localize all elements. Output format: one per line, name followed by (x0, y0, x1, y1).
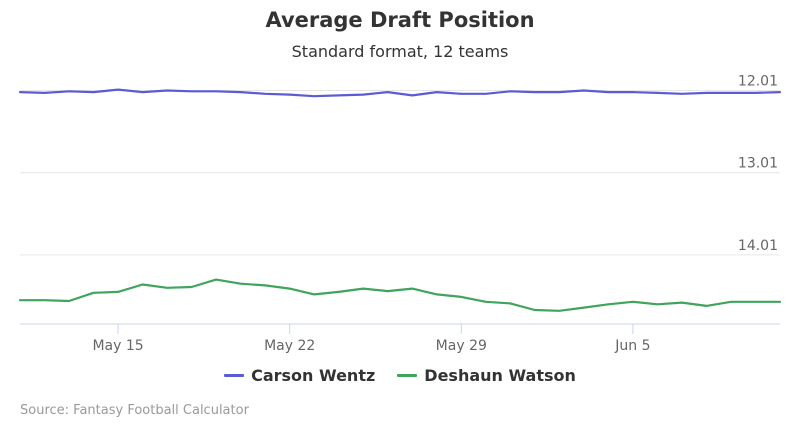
x-tick-label: Jun 5 (614, 338, 650, 354)
legend-swatch-carson-wentz (224, 374, 245, 377)
legend-item-deshaun-watson[interactable]: Deshaun Watson (397, 366, 576, 385)
chart-subtitle: Standard format, 12 teams (291, 42, 509, 61)
x-tick-label: May 22 (264, 338, 315, 354)
chart-title: Average Draft Position (265, 8, 535, 32)
series-line-carson-wentz (18, 88, 782, 98)
y-tick-label: 13.01 (738, 156, 778, 172)
legend-label-carson-wentz: Carson Wentz (251, 366, 376, 385)
chart-credits: Source: Fantasy Football Calculator (20, 403, 249, 418)
y-tick-label: 12.01 (738, 73, 778, 89)
y-tick-label: 14.01 (738, 238, 778, 254)
series-line-deshaun-watson (18, 278, 782, 312)
legend-label-deshaun-watson: Deshaun Watson (424, 366, 576, 385)
chart-legend: Carson Wentz Deshaun Watson (0, 366, 800, 385)
legend-swatch-deshaun-watson (397, 374, 418, 377)
legend-item-carson-wentz[interactable]: Carson Wentz (224, 366, 375, 385)
x-tick-label: May 15 (92, 338, 143, 354)
x-tick-label: May 29 (436, 338, 487, 354)
